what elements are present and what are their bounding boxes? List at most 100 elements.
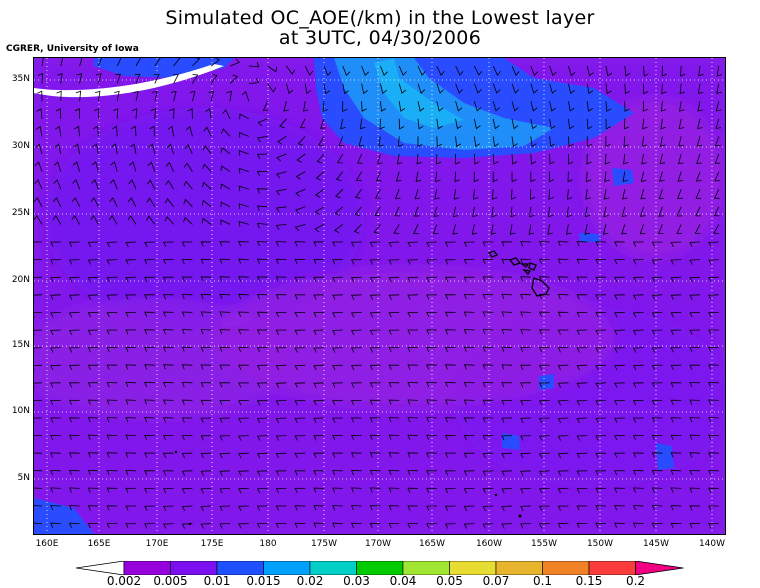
wind-barb	[256, 452, 268, 459]
wind-barb	[388, 364, 400, 370]
wind-barb	[632, 417, 644, 423]
wind-barb	[87, 259, 99, 265]
wind-barb	[111, 143, 118, 155]
wind-barb	[181, 435, 193, 441]
wind-barb	[332, 312, 343, 318]
wind-barb	[262, 101, 269, 111]
colorbar-segment	[495, 561, 543, 575]
wind-barb	[275, 435, 287, 441]
wind-barb	[332, 364, 343, 371]
wind-barb	[256, 241, 268, 247]
wind-barb	[595, 329, 607, 335]
wind-barb	[256, 170, 268, 177]
wind-barb	[557, 258, 569, 264]
wind-barb	[34, 470, 43, 476]
wind-barb	[87, 505, 99, 511]
wind-barb	[192, 74, 199, 84]
wind-barb	[256, 347, 268, 353]
wind-barb	[50, 417, 61, 423]
wind-barb	[106, 505, 118, 511]
wind-barb	[238, 364, 249, 370]
wind-barb	[632, 400, 644, 406]
wind-barb	[614, 364, 625, 371]
wind-barb	[313, 435, 325, 441]
wind-barb	[473, 171, 479, 183]
wind-barb	[279, 118, 287, 129]
wind-barb	[520, 241, 531, 247]
wind-barb	[181, 505, 193, 512]
wind-barb	[482, 417, 494, 423]
wind-barb	[146, 215, 156, 225]
wind-barb	[144, 294, 155, 300]
wind-barb	[173, 58, 181, 67]
wind-barb	[614, 400, 625, 406]
lon-label: 160E	[35, 539, 59, 549]
wind-barb	[463, 505, 475, 512]
wind-barb	[444, 294, 456, 300]
lon-label: 145W	[642, 539, 670, 549]
wind-barb	[604, 171, 610, 183]
wind-barb	[162, 329, 174, 335]
wind-barb	[113, 108, 119, 119]
wind-barb	[538, 258, 550, 264]
wind-barb	[350, 487, 362, 493]
wind-barb	[314, 206, 325, 216]
lon-label: 170E	[145, 539, 169, 549]
wind-barb	[455, 101, 463, 112]
wind-barb	[520, 452, 531, 459]
wind-barb	[444, 311, 456, 317]
wind-barb	[388, 241, 400, 248]
wind-barb	[426, 523, 437, 529]
wind-barb	[350, 241, 362, 247]
wind-barb	[398, 101, 406, 112]
wind-barb	[584, 224, 590, 235]
wind-barb	[238, 185, 249, 192]
wind-barb	[651, 347, 663, 353]
wind-barb	[566, 206, 572, 218]
wind-barb	[568, 118, 575, 130]
wind-barb	[708, 399, 719, 405]
wind-barb	[394, 206, 400, 217]
wind-barb	[219, 505, 231, 512]
wind-barb	[595, 487, 607, 493]
wind-barb	[651, 294, 663, 300]
wind-barb	[238, 347, 249, 353]
wind-barb	[614, 294, 625, 300]
wind-barb	[708, 452, 719, 458]
wind-barb	[238, 150, 249, 156]
wind-barb	[68, 241, 80, 247]
wind-barb	[557, 417, 569, 424]
wind-barb	[34, 505, 43, 511]
wind-barb	[336, 153, 344, 164]
wind-barb	[150, 108, 156, 119]
wind-barb	[568, 153, 574, 165]
wind-barb	[87, 241, 99, 248]
wind-barb	[482, 488, 494, 494]
wind-barb	[239, 113, 249, 120]
wind-barb	[125, 364, 137, 370]
wind-barb	[482, 452, 494, 459]
wind-barb	[708, 312, 719, 318]
wind-barb	[557, 400, 569, 406]
wind-barb	[350, 452, 362, 458]
wind-barb	[109, 197, 118, 207]
wind-barb	[576, 417, 588, 424]
wind-barb	[181, 399, 193, 405]
wind-barb	[689, 364, 701, 370]
wind-barb	[256, 470, 268, 476]
wind-barb	[332, 400, 343, 406]
wind-barb	[576, 347, 588, 353]
wind-barb	[314, 224, 325, 233]
wind-barb	[576, 470, 588, 476]
wind-barb	[332, 452, 343, 458]
wind-barb	[639, 224, 646, 235]
wind-barb	[125, 399, 137, 405]
wind-barb	[501, 452, 513, 459]
wind-barb	[181, 452, 193, 459]
wind-barb	[134, 73, 141, 84]
wind-barb	[106, 434, 118, 440]
wind-barb	[501, 523, 513, 529]
wind-barb	[576, 382, 588, 388]
wind-barb	[388, 522, 400, 529]
wind-barb	[492, 118, 500, 130]
